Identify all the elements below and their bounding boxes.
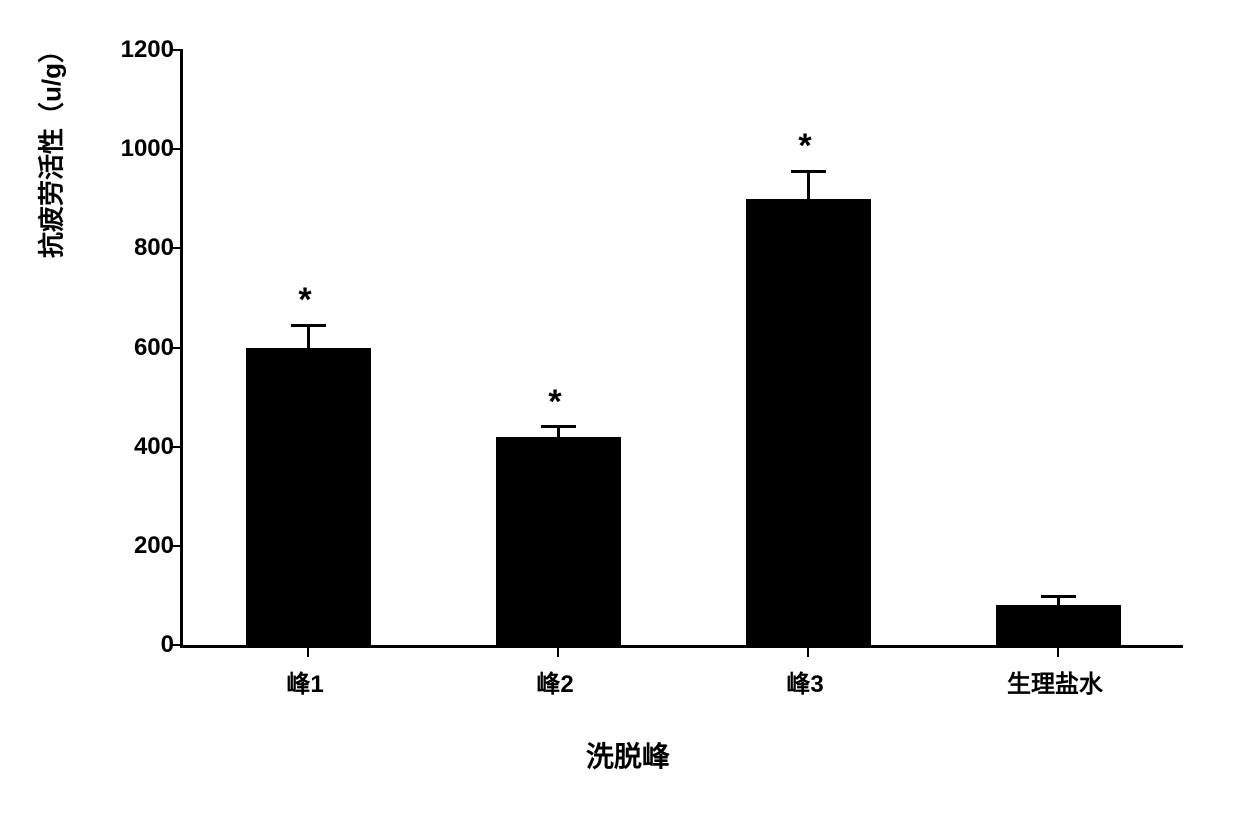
error-bar-line — [807, 171, 810, 198]
error-bar-line — [307, 325, 310, 347]
x-tick-label: 峰1 — [286, 664, 323, 699]
x-tick — [557, 645, 559, 657]
x-axis-label: 洗脱峰 — [586, 735, 670, 775]
bar-chart: 抗疲劳活性（u/g） 洗脱峰 0 200 400 600 800 1000 1200 峰1 * 峰… — [0, 0, 1239, 815]
bar — [996, 605, 1121, 645]
x-tick-label: 峰3 — [786, 664, 823, 699]
y-tick-label: 1000 — [114, 137, 174, 161]
y-tick-label: 1200 — [114, 38, 174, 62]
plot-area — [180, 50, 1183, 648]
bar — [496, 437, 621, 645]
bar — [246, 348, 371, 646]
significance-marker: * — [548, 385, 561, 419]
x-tick-label: 生理盐水 — [1007, 664, 1103, 699]
error-bar-cap — [541, 425, 576, 428]
y-tick-label: 200 — [114, 534, 174, 558]
x-tick — [1057, 645, 1059, 657]
bar — [746, 199, 871, 645]
significance-marker: * — [298, 283, 311, 317]
y-axis-label: 抗疲劳活性（u/g） — [32, 37, 69, 258]
y-tick-label: 800 — [114, 236, 174, 260]
error-bar-cap — [291, 324, 326, 327]
y-tick-label: 600 — [114, 336, 174, 360]
x-tick — [307, 645, 309, 657]
error-bar-cap — [791, 170, 826, 173]
error-bar-cap — [1041, 595, 1076, 598]
x-tick — [807, 645, 809, 657]
y-tick-label: 0 — [114, 633, 174, 657]
y-tick-label: 400 — [114, 435, 174, 459]
significance-marker: * — [798, 129, 811, 163]
x-tick-label: 峰2 — [536, 664, 573, 699]
